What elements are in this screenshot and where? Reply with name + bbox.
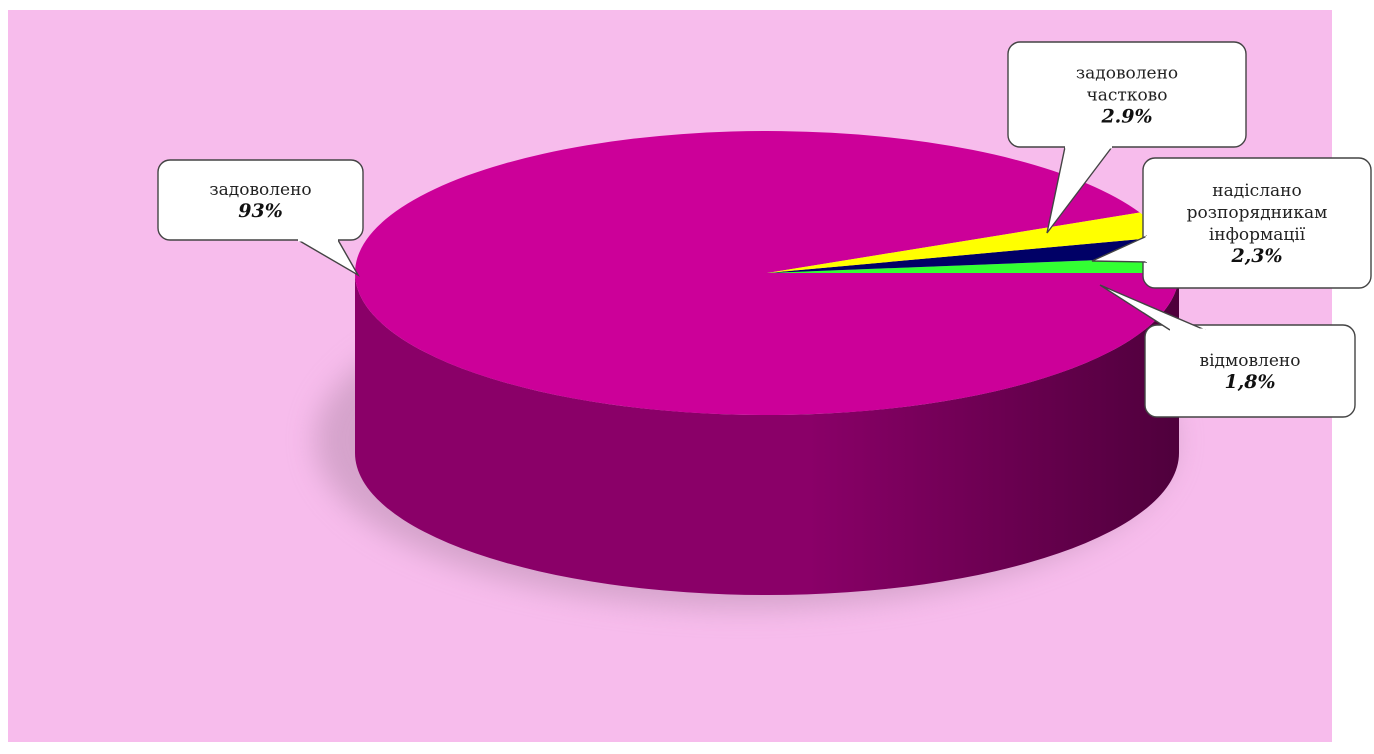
callout-pointer <box>297 239 360 277</box>
callout-pointer <box>1046 146 1113 234</box>
callout-label-line: відмовлено <box>1200 351 1301 371</box>
callout-value: 93% <box>238 200 283 222</box>
callout-label-line: розпорядникам <box>1187 203 1328 223</box>
callout-box <box>1007 41 1247 148</box>
callout-label-line: задоволено <box>1076 64 1178 84</box>
callout-value: 2,3% <box>1230 245 1282 267</box>
callout-value: 2.9% <box>1100 106 1152 128</box>
callout-value: 1,8% <box>1224 371 1275 393</box>
pie-side-body <box>355 273 1179 595</box>
slice-2 <box>767 236 1177 273</box>
callout-box <box>1142 157 1372 289</box>
pie-top <box>355 131 1179 416</box>
callout-label-line: частково <box>1087 86 1168 106</box>
callout-box <box>1144 324 1356 418</box>
slice-zadovoleno <box>355 131 1179 416</box>
callout-pointer <box>1091 235 1148 263</box>
callout-label-line: інформації <box>1209 225 1306 245</box>
callout-box <box>157 159 364 241</box>
callout-label-line: задоволено <box>209 180 311 200</box>
slice-3 <box>767 212 1166 273</box>
callouts: задоволено93%відмовлено1,8%надісланорозп… <box>157 41 1372 418</box>
slice-1 <box>767 256 1179 273</box>
callout-pointer <box>1099 284 1206 331</box>
callout-label-line: надіслано <box>1212 181 1301 201</box>
pie-side-wall <box>355 273 1179 595</box>
